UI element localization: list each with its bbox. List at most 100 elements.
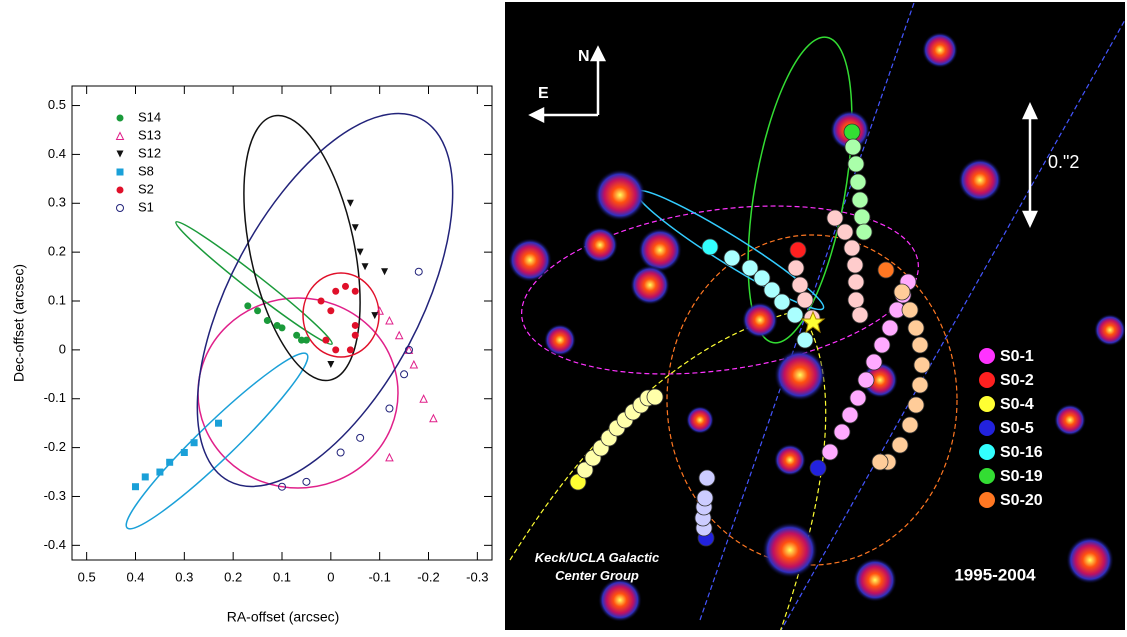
legend-label: S0-16: [1000, 444, 1043, 461]
point: [346, 346, 354, 354]
star-blob: [958, 158, 1002, 202]
legend-label: S8: [138, 163, 154, 178]
track-dot: [826, 209, 844, 227]
x-tick-label: 0: [327, 569, 334, 584]
point: [385, 404, 394, 413]
compass: [528, 45, 1038, 228]
track-dot: [796, 331, 814, 349]
point: [278, 324, 286, 332]
track-dot: [821, 443, 839, 461]
track-dot: [891, 436, 909, 454]
legend-marker: [116, 186, 124, 194]
east-label: E: [538, 85, 549, 102]
track-dot: [849, 389, 867, 407]
point: [400, 370, 409, 379]
point: [327, 307, 335, 315]
y-tick-label: 0.3: [48, 195, 66, 210]
y-tick-label: 0.2: [48, 244, 66, 259]
x-tick-label: 0.2: [224, 569, 242, 584]
x-axis-label: RA-offset (arcsec): [227, 609, 340, 625]
point: [351, 287, 359, 295]
legend-marker: [116, 114, 124, 122]
point: [404, 345, 413, 354]
track-dot: [809, 459, 827, 477]
point: [190, 439, 198, 447]
track-dot: [865, 353, 883, 371]
legend-label: S13: [138, 127, 161, 142]
star-blob: [686, 406, 714, 434]
track-dot: [844, 138, 862, 156]
legend-marker: [979, 444, 995, 460]
track-dot: [847, 155, 865, 173]
legend-label: S0-5: [1000, 420, 1034, 437]
point: [414, 267, 423, 276]
track-dot: [836, 223, 854, 241]
star-blob: [922, 32, 958, 68]
track-dot: [873, 336, 891, 354]
y-tick-label: 0.4: [48, 146, 66, 161]
point: [327, 361, 335, 369]
y-tick-label: 0: [59, 341, 66, 356]
track-dot: [701, 238, 719, 256]
point: [131, 483, 139, 491]
star-blob: [594, 169, 646, 221]
track-dot: [576, 461, 594, 479]
north-label: N: [578, 48, 590, 65]
x-tick-label: -0.2: [417, 569, 439, 584]
legend-marker: [979, 468, 995, 484]
legend-marker: [116, 168, 124, 176]
x-tick-label: 0.5: [78, 569, 96, 584]
point: [166, 458, 174, 466]
track-dot: [843, 123, 861, 141]
star-blob: [774, 444, 806, 476]
track-dot: [696, 489, 714, 507]
point: [419, 394, 428, 403]
x-tick-label: -0.3: [466, 569, 488, 584]
sgr-a-star: [800, 310, 826, 334]
x-tick-label: 0.4: [126, 569, 144, 584]
star-blob: [1054, 404, 1086, 436]
track-dot: [871, 453, 889, 471]
star-blob: [742, 302, 778, 338]
x-tick-label: 0.1: [273, 569, 291, 584]
star-blob: [630, 265, 670, 305]
track-dot: [846, 256, 864, 274]
legend-marker: [116, 150, 124, 158]
point: [385, 315, 394, 325]
point: [394, 330, 404, 340]
track-dot: [907, 396, 925, 414]
legend-marker: [979, 372, 995, 388]
legend-marker: [979, 420, 995, 436]
legend-marker: [116, 204, 124, 212]
legend-label: S12: [138, 145, 161, 160]
track-dot: [893, 283, 911, 301]
point: [278, 482, 286, 491]
point: [341, 282, 349, 290]
point: [361, 263, 369, 271]
track-dot: [857, 371, 875, 389]
track-dot: [913, 356, 931, 374]
y-tick-label: -0.4: [44, 537, 66, 552]
y-axis-label: Dec-offset (arcsec): [11, 264, 27, 382]
star-blob: [582, 227, 618, 263]
y-tick-label: 0.1: [48, 292, 66, 307]
y-tick-label: -0.2: [44, 439, 66, 454]
track-dot: [786, 306, 804, 324]
point: [141, 473, 149, 481]
track-dot: [789, 241, 807, 259]
track-dot: [847, 291, 865, 309]
track-dot: [855, 223, 873, 241]
y-tick-label: -0.3: [44, 488, 66, 503]
point: [302, 477, 311, 486]
point: [322, 336, 330, 344]
track-dot: [911, 376, 929, 394]
track-dot: [877, 261, 895, 279]
legend-label: S14: [138, 109, 161, 124]
track-dot: [881, 319, 899, 337]
point: [254, 307, 262, 315]
track-dot: [796, 291, 814, 309]
track-dot: [791, 276, 809, 294]
track-dot: [646, 388, 664, 406]
track-dot: [901, 301, 919, 319]
track-dot: [851, 306, 869, 324]
